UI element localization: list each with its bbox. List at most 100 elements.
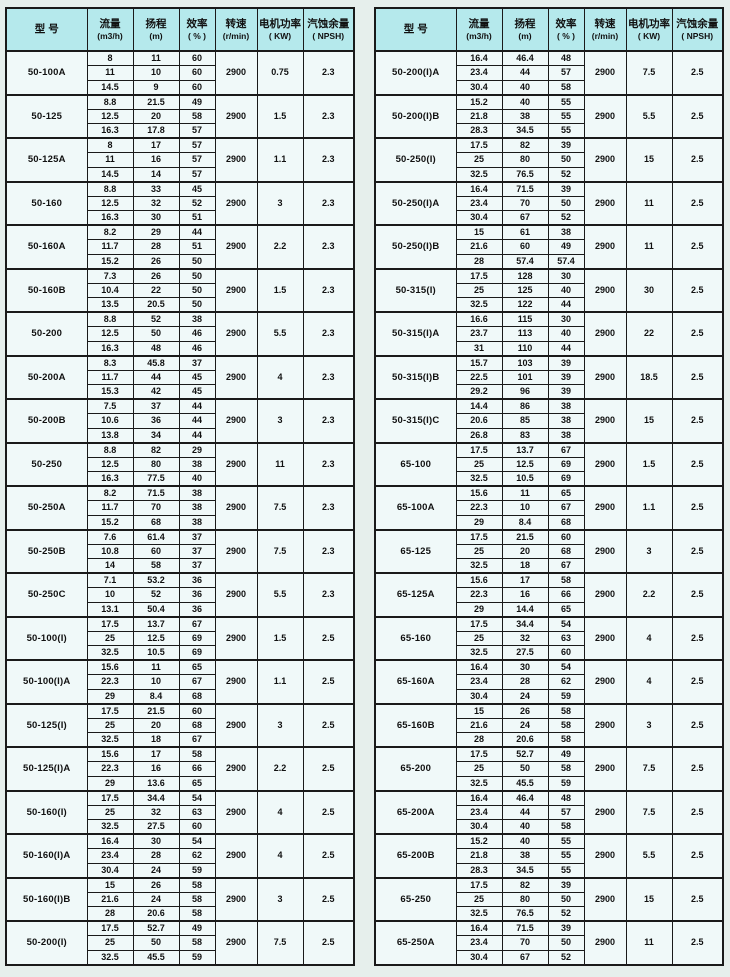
head-value: 20 [132,108,180,124]
power-value: 15 [625,137,673,182]
efficiency-value: 44 [178,398,216,414]
efficiency-value: 38 [178,500,216,516]
efficiency-value: 62 [178,848,216,864]
npsh-value: 2.3 [302,137,355,182]
model-group-row: 50-200A 8.3 45.8 37 2900 4 2.3 [5,354,355,400]
model-name: 50-200 [5,311,88,356]
power-value: 4 [256,833,304,878]
efficiency-value: 58 [178,746,216,762]
flow-value: 20.6 [455,413,503,429]
head-value: 70 [132,500,180,516]
head-value: 86 [501,398,549,414]
model-sub-row: 30.4 40 58 [375,819,723,835]
efficiency-value: 49 [178,93,216,110]
flow-value: 17.5 [455,441,503,458]
flow-value: 25 [86,935,134,951]
flow-value: 31 [455,340,503,356]
efficiency-value: 58 [178,935,216,951]
head-value: 17 [132,746,180,762]
flow-value: 15 [455,702,503,719]
flow-value: 29 [455,601,503,617]
speed-value: 2900 [214,137,258,182]
efficiency-value: 69 [178,630,216,646]
model-group-row: 50-125A 8 17 57 2900 1.1 2.3 [5,137,355,182]
npsh-value: 2.3 [302,572,355,617]
model-name: 50-200A [5,354,88,400]
head-value: 12.5 [132,630,180,646]
efficiency-value: 45 [178,384,216,400]
speed-value: 2900 [583,137,627,182]
model-name: 50-160 [5,180,88,226]
flow-value: 23.4 [455,65,503,81]
head-value: 45.5 [501,775,549,791]
head-value: 53.2 [132,572,180,588]
flow-value: 30.4 [455,688,503,704]
model-name: 65-160 [374,615,457,661]
efficiency-value: 50 [178,297,216,313]
model-sub-row: 25 32 63 [375,630,723,646]
header-row: 型 号 流量 (m3/h) 扬程 (m) 效率( % ) 转速 (r/min) 电机功… [374,7,724,52]
efficiency-value: 54 [547,615,585,632]
npsh-value: 2.5 [302,876,355,922]
npsh-value: 2.5 [671,876,724,922]
power-value: 7.5 [625,50,673,95]
efficiency-value: 55 [547,862,585,878]
head-value: 10 [132,65,180,81]
efficiency-value: 44 [547,340,585,356]
flow-value: 28.3 [455,862,503,878]
head-value: 26 [501,702,549,719]
speed-value: 2900 [214,920,258,965]
head-value: 27.5 [501,645,549,661]
spec-table-left: 型 号 流量 (m3/h) 扬程 (m) 效率( % ) 转速 (r/min) 电机功… [5,7,355,966]
npsh-value: 2.3 [302,441,355,487]
model-sub-row: 30.4 67 52 [375,210,723,226]
col-header-speed-label: 转速 [594,17,616,30]
head-value: 18 [132,732,180,748]
model-group-row: 50-160B 7.3 26 50 2900 1.5 2.3 [5,267,355,313]
npsh-value: 2.5 [302,702,355,748]
npsh-value: 2.5 [671,528,724,574]
power-value: 11 [625,224,673,269]
col-header-power-unit: ( KW) [637,30,661,41]
npsh-value: 2.5 [671,441,724,487]
model-group-row: 65-250 17.5 82 39 2900 15 2.5 [374,876,724,922]
flow-value: 8.8 [86,311,134,327]
efficiency-value: 65 [547,601,585,617]
model-name: 65-160B [374,702,457,748]
model-sub-row: 22.3 10 67 [375,500,723,516]
model-group-row: 50-100A 8 11 60 2900 0.75 2.3 [5,50,355,95]
efficiency-value: 67 [547,500,585,516]
head-value: 20.6 [132,906,180,922]
model-sub-row: 32.5 76.5 52 [375,166,723,182]
efficiency-value: 55 [547,833,585,849]
head-value: 26 [132,876,180,893]
speed-value: 2900 [583,441,627,487]
power-value: 7.5 [256,528,304,574]
head-value: 125 [501,282,549,298]
head-value: 101 [501,369,549,385]
col-header-power-unit: ( KW) [268,30,292,41]
flow-value: 15 [455,224,503,240]
power-value: 3 [625,702,673,748]
head-value: 44 [132,369,180,385]
flow-value: 28.3 [455,123,503,139]
model-sub-row: 30.4 67 52 [375,949,723,965]
flow-value: 17.5 [86,920,134,936]
flow-value: 16.4 [455,50,503,66]
model-name: 50-250 [5,441,88,487]
power-value: 11 [256,441,304,487]
efficiency-value: 58 [178,891,216,907]
model-group-row: 50-160(I) 17.5 34.4 54 2900 4 2.5 [5,789,355,835]
power-value: 5.5 [625,93,673,139]
npsh-value: 2.3 [302,528,355,574]
flow-value: 28 [86,906,134,922]
npsh-value: 2.5 [671,702,724,748]
speed-value: 2900 [214,789,258,835]
flow-value: 12.5 [86,108,134,124]
head-value: 20.6 [501,732,549,748]
model-sub-row: 30.4 24 59 [375,688,723,704]
model-name: 50-250C [5,572,88,617]
model-name: 65-200A [374,789,457,835]
efficiency-value: 67 [178,674,216,690]
speed-value: 2900 [214,833,258,878]
